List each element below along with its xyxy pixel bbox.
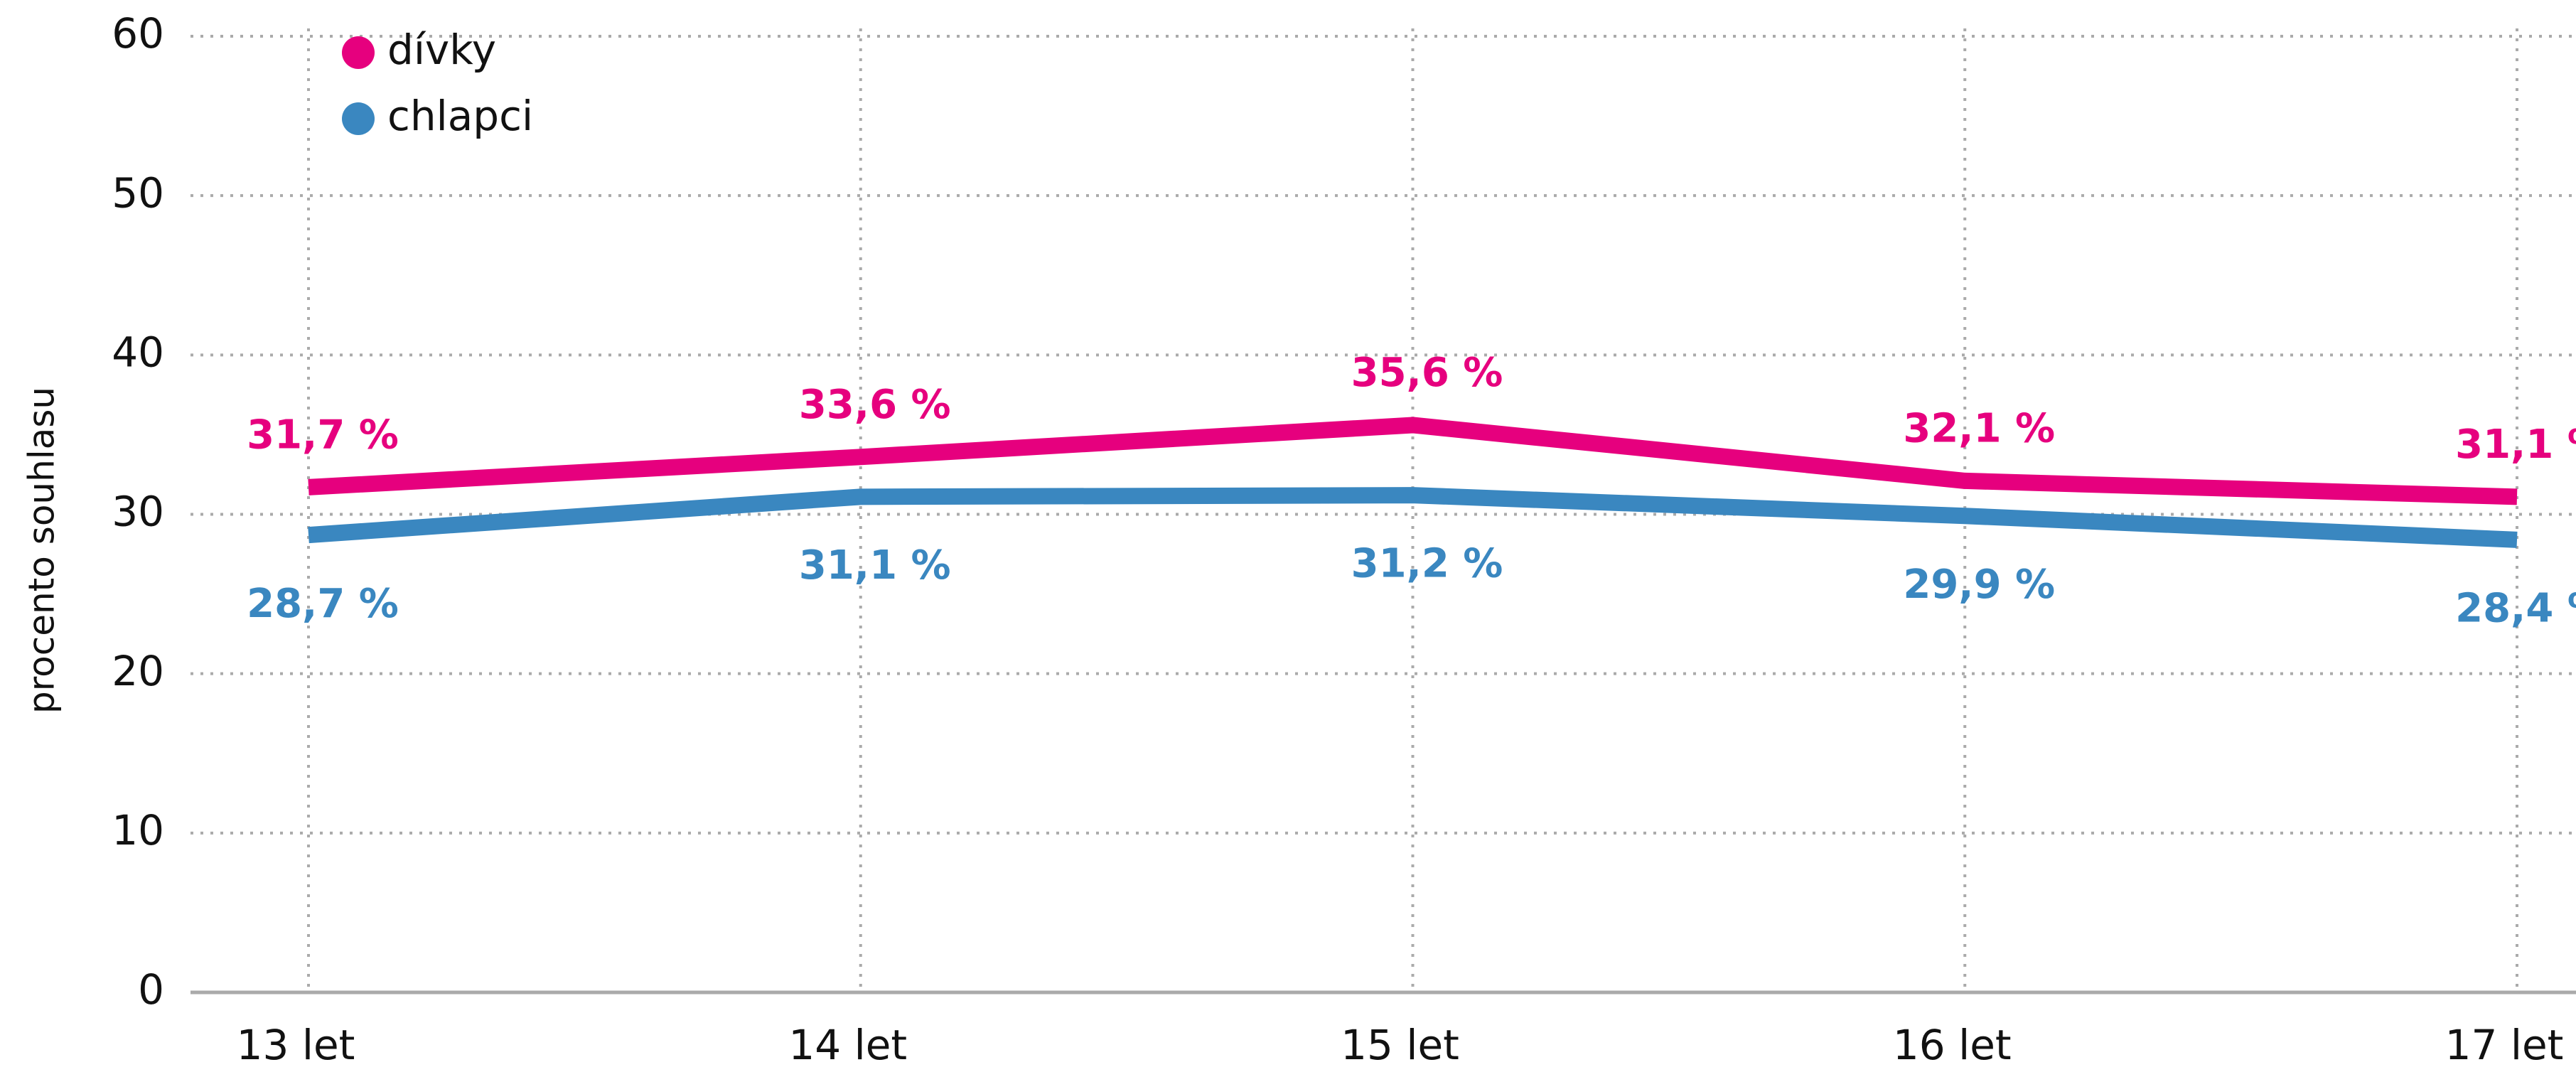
- x-tick-label: 16 let: [1893, 1021, 2012, 1069]
- value-label: 28,4 %: [2455, 586, 2576, 632]
- legend-label: dívky: [387, 26, 496, 74]
- legend-marker: [342, 102, 375, 135]
- value-label: 35,6 %: [1351, 350, 1503, 396]
- y-tick-label: 0: [138, 965, 164, 1014]
- value-label: 31,2 %: [1351, 541, 1503, 587]
- x-tick-label: 13 let: [237, 1021, 355, 1069]
- value-label: 31,1 %: [799, 542, 951, 589]
- value-label: 28,7 %: [247, 581, 399, 627]
- y-tick-label: 40: [112, 328, 164, 376]
- y-tick-label: 60: [112, 9, 164, 58]
- x-tick-label: 14 let: [788, 1021, 907, 1069]
- value-label: 29,9 %: [1903, 562, 2055, 608]
- y-tick-label: 20: [112, 647, 164, 695]
- y-tick-label: 50: [112, 168, 164, 217]
- y-axis-label: procento souhlasu: [21, 387, 63, 714]
- legend-marker: [342, 36, 375, 69]
- legend-label: chlapci: [387, 92, 533, 140]
- x-tick-label: 15 let: [1341, 1021, 1459, 1069]
- series-line: [308, 417, 2518, 505]
- value-label: 32,1 %: [1903, 406, 2055, 452]
- y-tick-label: 10: [112, 806, 164, 854]
- value-label: 31,7 %: [247, 412, 399, 459]
- value-label: 31,1 %: [2455, 422, 2576, 468]
- x-tick-label: 17 let: [2445, 1021, 2564, 1069]
- series-line: [308, 487, 2518, 548]
- value-label: 33,6 %: [799, 382, 951, 428]
- y-tick-label: 30: [112, 488, 164, 536]
